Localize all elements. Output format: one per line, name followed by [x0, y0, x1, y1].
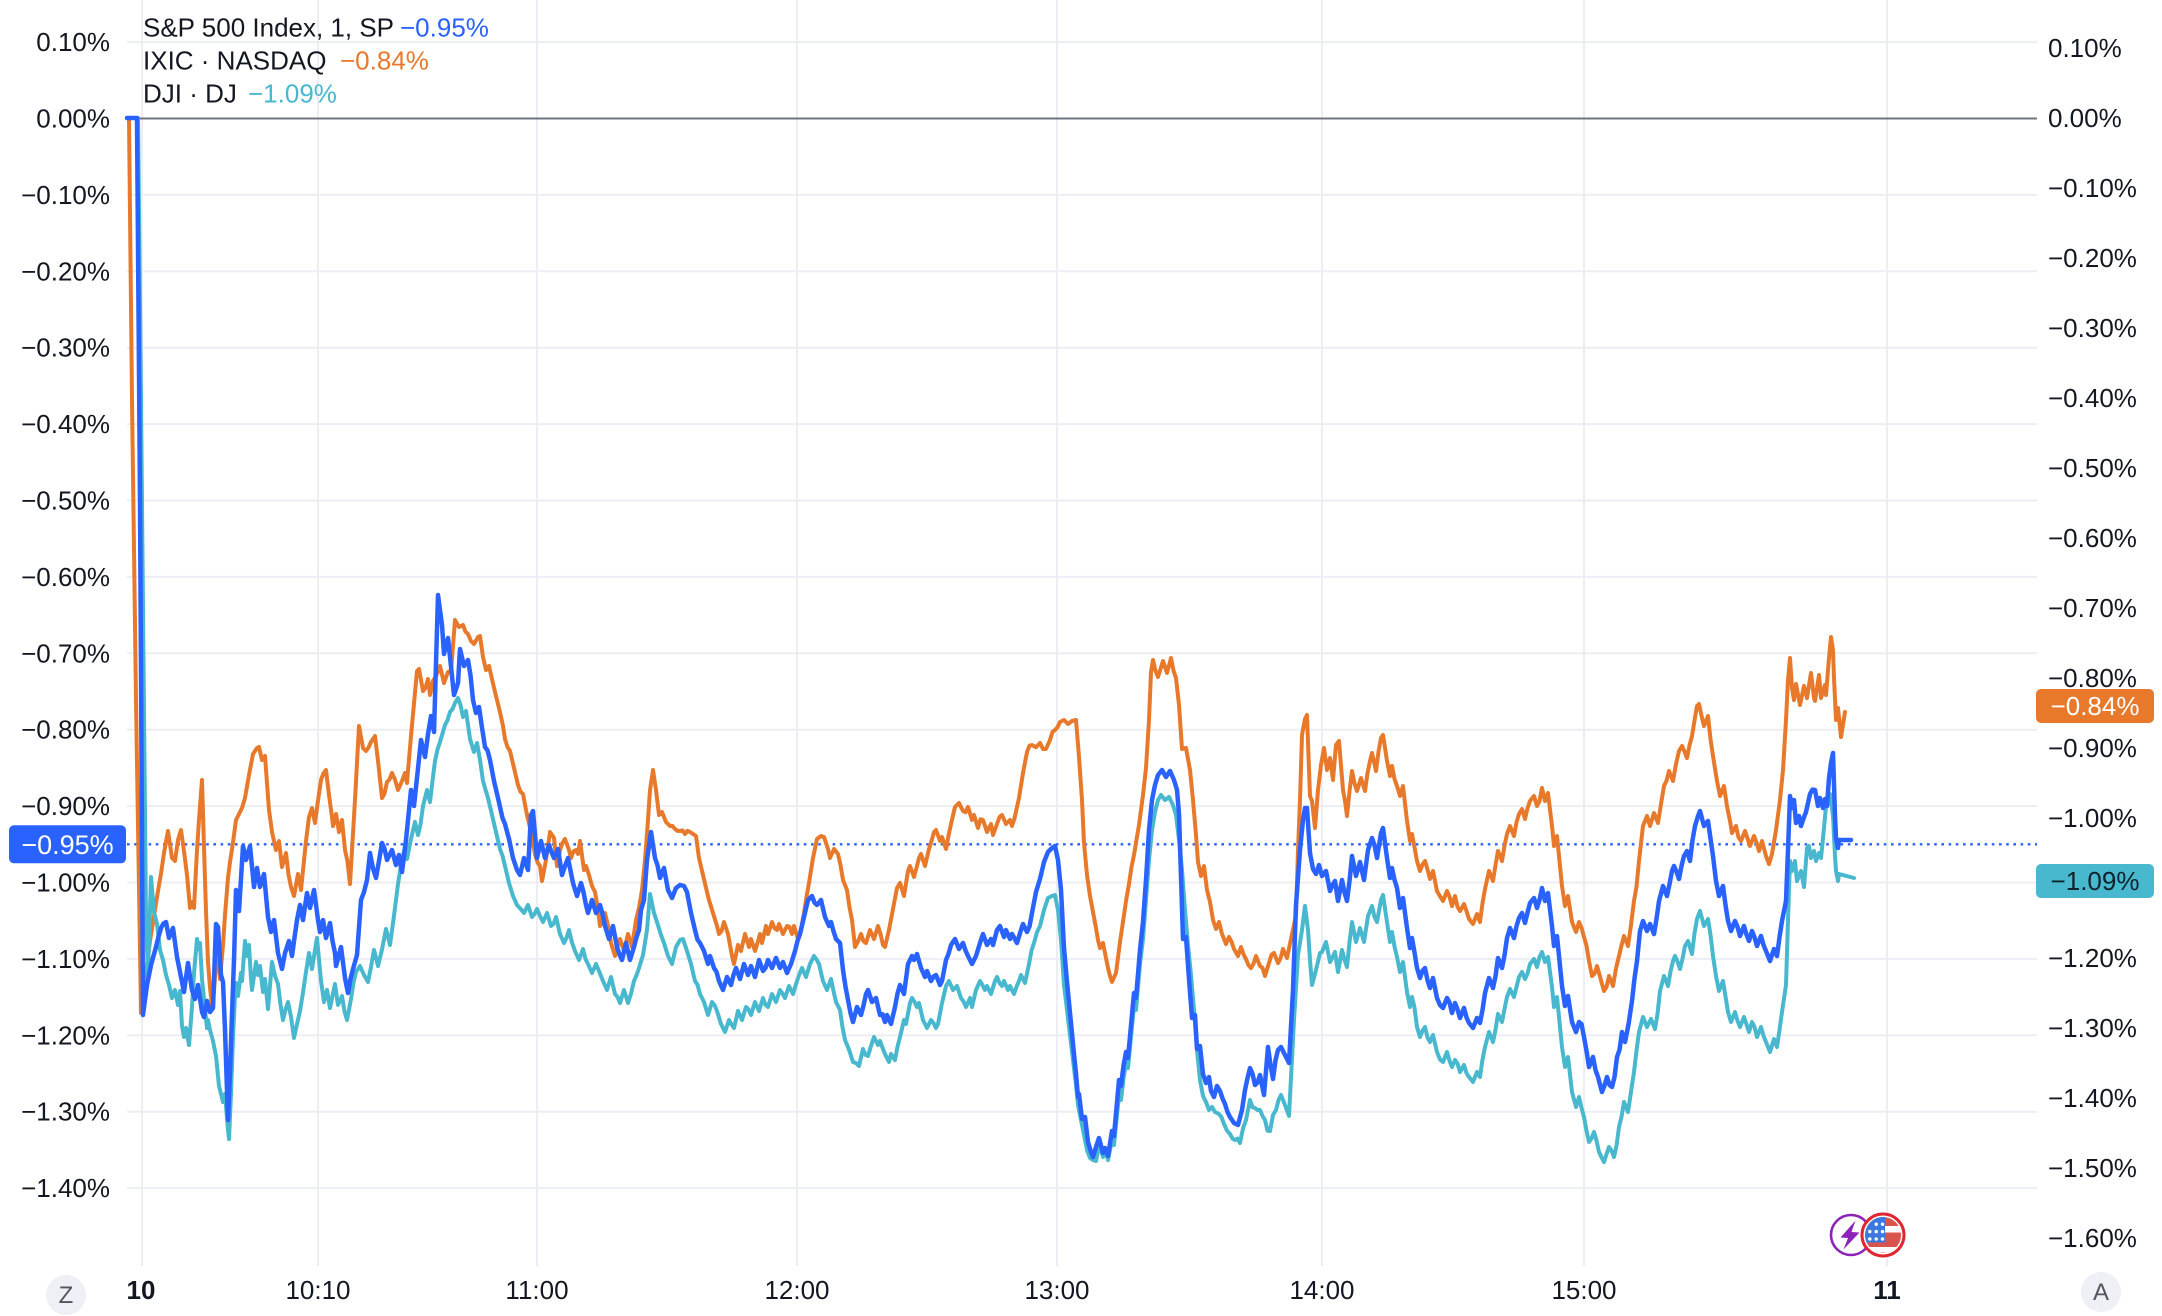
svg-text:−1.00%: −1.00%	[2048, 803, 2137, 833]
svg-text:0.10%: 0.10%	[36, 27, 110, 57]
svg-text:−1.09%: −1.09%	[2051, 866, 2140, 896]
svg-text:−1.40%: −1.40%	[21, 1173, 110, 1203]
svg-text:−1.00%: −1.00%	[21, 868, 110, 898]
svg-text:−1.50%: −1.50%	[2048, 1153, 2137, 1183]
svg-text:DJI · DJ: DJI · DJ	[143, 79, 237, 109]
svg-text:10: 10	[127, 1275, 156, 1305]
svg-text:−0.60%: −0.60%	[2048, 523, 2137, 553]
svg-text:−0.80%: −0.80%	[21, 715, 110, 745]
svg-text:−1.10%: −1.10%	[21, 944, 110, 974]
svg-text:−1.20%: −1.20%	[21, 1020, 110, 1050]
svg-text:−0.10%: −0.10%	[21, 180, 110, 210]
svg-text:−1.09%: −1.09%	[248, 79, 337, 109]
svg-text:IXIC · NASDAQ: IXIC · NASDAQ	[143, 46, 326, 76]
svg-text:15:00: 15:00	[1551, 1275, 1616, 1305]
svg-text:11:00: 11:00	[505, 1275, 568, 1305]
svg-text:−0.20%: −0.20%	[2048, 243, 2137, 273]
svg-text:−0.84%: −0.84%	[2051, 691, 2140, 721]
svg-text:0.00%: 0.00%	[2048, 103, 2122, 133]
svg-text:11: 11	[1873, 1275, 1901, 1305]
svg-text:−0.20%: −0.20%	[21, 256, 110, 286]
svg-text:−0.90%: −0.90%	[21, 791, 110, 821]
svg-text:−0.90%: −0.90%	[2048, 733, 2137, 763]
svg-text:−0.40%: −0.40%	[21, 409, 110, 439]
svg-text:−1.20%: −1.20%	[2048, 943, 2137, 973]
svg-text:−0.80%: −0.80%	[2048, 663, 2137, 693]
svg-text:−0.50%: −0.50%	[21, 486, 110, 516]
svg-text:−0.70%: −0.70%	[21, 638, 110, 668]
svg-text:S&P 500 Index, 1, SP: S&P 500 Index, 1, SP	[143, 13, 394, 43]
svg-text:−0.60%: −0.60%	[21, 562, 110, 592]
svg-text:−0.30%: −0.30%	[2048, 313, 2137, 343]
svg-text:−1.60%: −1.60%	[2048, 1223, 2137, 1253]
svg-text:−0.50%: −0.50%	[2048, 453, 2137, 483]
svg-text:−1.30%: −1.30%	[2048, 1013, 2137, 1043]
svg-text:A: A	[2093, 1279, 2109, 1306]
svg-text:13:00: 13:00	[1024, 1275, 1089, 1305]
svg-text:−0.70%: −0.70%	[2048, 593, 2137, 623]
svg-text:−1.40%: −1.40%	[2048, 1083, 2137, 1113]
svg-text:−0.95%: −0.95%	[400, 13, 489, 43]
svg-text:0.00%: 0.00%	[36, 104, 110, 134]
svg-text:−0.40%: −0.40%	[2048, 383, 2137, 413]
svg-text:10:10: 10:10	[285, 1275, 350, 1305]
svg-text:−0.30%: −0.30%	[21, 333, 110, 363]
svg-text:−1.30%: −1.30%	[21, 1097, 110, 1127]
svg-text:−0.95%: −0.95%	[21, 830, 113, 860]
svg-text:−0.84%: −0.84%	[340, 46, 429, 76]
svg-text:0.10%: 0.10%	[2048, 33, 2122, 63]
svg-text:14:00: 14:00	[1289, 1275, 1354, 1305]
svg-text:Z: Z	[59, 1282, 74, 1309]
svg-text:12:00: 12:00	[764, 1275, 829, 1305]
svg-text:−0.10%: −0.10%	[2048, 173, 2137, 203]
